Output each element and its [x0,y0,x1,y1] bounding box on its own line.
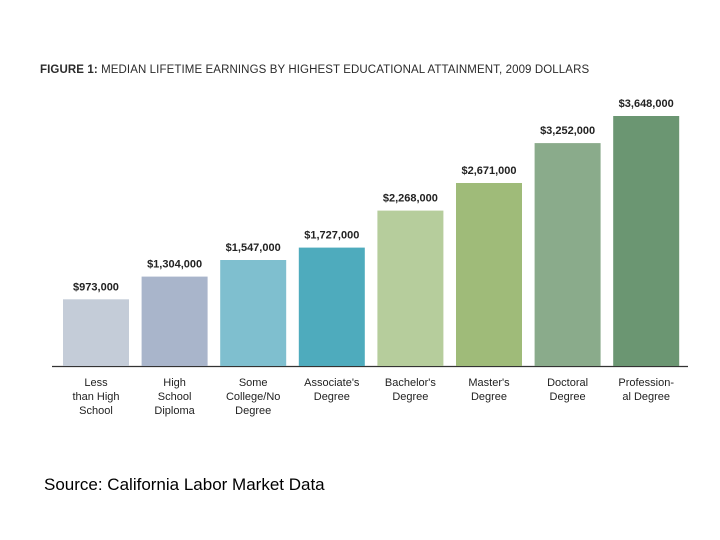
value-label-2: $1,304,000 [147,259,202,271]
chart-title-text: MEDIAN LIFETIME EARNINGS BY HIGHEST EDUC… [101,64,590,76]
category-label-line: Degree [235,405,272,417]
bar-3 [220,260,287,366]
bar-4 [298,247,365,366]
category-label-line: Master's [468,377,510,389]
category-label-1: Less than High School [56,376,136,418]
category-label-line: Some [238,377,268,389]
category-label-8: Profession-al Degree [606,376,686,404]
value-label-4: $1,727,000 [304,230,359,242]
chart-title: FIGURE 1: MEDIAN LIFETIME EARNINGS BY HI… [40,64,589,76]
category-label-line: Degree [313,391,350,403]
category-label-line: Bachelor's [384,377,436,389]
category-label-line: Degree [470,391,508,403]
value-label-8: $3,648,000 [619,98,674,110]
category-label-line: College/No [225,391,281,403]
bar-7 [534,143,601,366]
chart-title-prefix: FIGURE 1: [40,64,98,76]
category-label-2: High School Diploma [135,376,215,418]
category-label-line: Diploma [154,405,195,417]
source-note: Source: California Labor Market Data [44,475,325,494]
bar-5 [377,210,444,366]
bar-6 [456,183,522,366]
category-label-line: School [79,405,113,417]
category-label-line: Doctoral [547,377,589,389]
category-label-3: Some College/No Degree [213,376,293,418]
value-label-1: $973,000 [73,281,119,293]
category-label-line: School [157,391,192,403]
category-label-7: Doctoral Degree [528,376,608,404]
bar-2 [141,276,208,366]
category-label-line: Degree [549,391,586,403]
category-label-4: Associate's Degree [292,376,372,404]
value-label-5: $2,268,000 [383,193,438,205]
value-label-3: $1,547,000 [226,242,281,254]
category-label-line: Associate's [304,377,360,389]
category-label-line: than High [72,391,120,403]
category-label-line: al Degree [622,391,671,403]
category-label-line: High [163,377,186,389]
bar-1 [63,299,129,366]
category-label-line: Profession- [618,377,674,389]
value-label-6: $2,671,000 [461,165,516,177]
category-label-6: Master's Degree [449,376,529,404]
category-label-line: Degree [392,391,429,403]
value-label-7: $3,252,000 [540,125,595,137]
bar-8 [613,116,680,366]
category-label-5: Bachelor's Degree [370,376,450,404]
category-label-line: Less [84,377,108,389]
